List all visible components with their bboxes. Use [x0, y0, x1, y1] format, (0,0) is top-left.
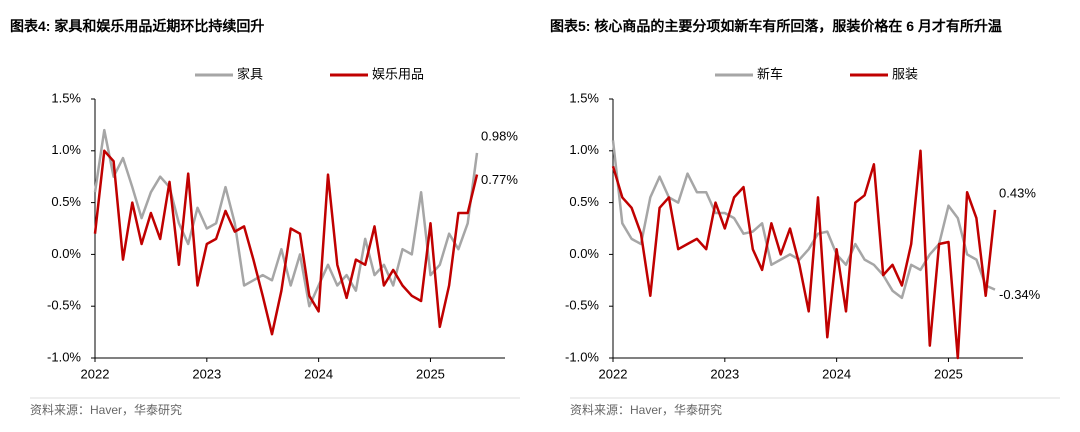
y-tick-label: 0.5% [569, 194, 599, 209]
panel: 1.5% 1.0% 0.5% 0.0% -0.5% -1.0% 2022 2023 2024 20… [540, 0, 1080, 432]
x-tick-label: 2025 [934, 366, 963, 381]
line [93, 149, 479, 336]
x-tick-label: 2022 [81, 366, 110, 381]
y-tick-label: 1.5% [569, 90, 599, 105]
end-label: 0.43% [999, 185, 1036, 200]
line [611, 140, 996, 300]
y-tick-label: -1.0% [565, 349, 599, 364]
legend-label: 娱乐用品 [372, 66, 424, 81]
chart-title: 图表5: 核心商品的主要分项如新车有所回落，服装价格在 6 月才有所升温 [550, 18, 1002, 34]
end-label: 0.98% [481, 128, 518, 143]
y-tick-label: -0.5% [47, 298, 81, 313]
y-tick-label: 0.5% [51, 194, 81, 209]
y-tick-label: 1.5% [51, 90, 81, 105]
y-tick-label: -0.5% [565, 298, 599, 313]
y-tick-label: 1.0% [51, 142, 81, 157]
chart: 1.5% 1.0% 0.5% 0.0% -0.5% -1.0%2022 2023 2024 20… [30, 66, 520, 417]
x-tick-label: 2024 [304, 366, 333, 381]
y-tick-label: -1.0% [47, 349, 81, 364]
chart: 1.5% 1.0% 0.5% 0.0% -0.5% -1.0%2022 2023 2024 20… [565, 66, 1060, 417]
chart-title: 图表4: 家具和娱乐用品近期环比持续回升 [10, 18, 265, 34]
y-tick-label: 0.0% [569, 246, 599, 261]
source: 资料来源：Haver，华泰研究 [570, 402, 722, 417]
legend-label: 服装 [892, 66, 918, 81]
end-label: -0.34% [999, 287, 1041, 302]
x-tick-label: 2022 [599, 366, 628, 381]
line [611, 149, 997, 360]
panel: 1.5% 1.0% 0.5% 0.0% -0.5% -1.0% 2022 2023 2024 20… [10, 18, 520, 417]
end-label: 0.77% [481, 172, 518, 187]
y-tick-label: 1.0% [569, 142, 599, 157]
x-tick-label: 2025 [416, 366, 445, 381]
source: 资料来源：Haver，华泰研究 [30, 402, 182, 417]
legend-label: 家具 [237, 66, 263, 81]
x-tick-label: 2023 [192, 366, 221, 381]
x-tick-label: 2023 [710, 366, 739, 381]
x-tick-label: 2024 [822, 366, 851, 381]
y-tick-label: 0.0% [51, 246, 81, 261]
legend-label: 新车 [757, 66, 783, 81]
